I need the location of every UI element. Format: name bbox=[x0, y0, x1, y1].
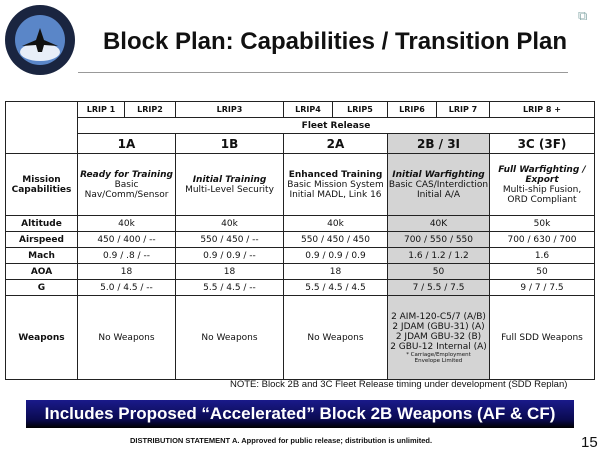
table-cell: 9 / 7 / 7.5 bbox=[489, 279, 595, 296]
row-label: Mission Capabilities bbox=[5, 153, 78, 216]
footnote: NOTE: Block 2B and 3C Fleet Release timi… bbox=[230, 379, 568, 390]
page-title: Block Plan: Capabilities / Transition Pl… bbox=[102, 28, 568, 55]
title-divider bbox=[78, 72, 568, 73]
table-cell: 550 / 450 / 450 bbox=[283, 231, 388, 248]
table-cell: 0.9 / 0.9 / 0.9 bbox=[283, 247, 388, 264]
table-cell: 0.9 / 0.9 / -- bbox=[175, 247, 284, 264]
table-cell: 1.6 bbox=[489, 247, 595, 264]
table-cell: 40k bbox=[175, 215, 284, 232]
block-header: 3C (3F) bbox=[489, 133, 595, 154]
table-cell: 40k bbox=[283, 215, 388, 232]
table-cell: 50 bbox=[387, 263, 490, 280]
lrip-header: LRIP3 bbox=[175, 101, 284, 118]
table-cell: 18 bbox=[283, 263, 388, 280]
lrip-header: LRIP 1 bbox=[77, 101, 125, 118]
lrip-header: LRIP 7 bbox=[436, 101, 490, 118]
page-number: 15 bbox=[581, 434, 598, 451]
table-cell: 5.5 / 4.5 / 4.5 bbox=[283, 279, 388, 296]
mission-cell: Initial Training Multi-Level Security bbox=[175, 153, 284, 216]
lrip-header: LRIP4 bbox=[283, 101, 333, 118]
lrip-header: LRIP5 bbox=[332, 101, 388, 118]
mission-cell: Ready for Training Basic Nav/Comm/Sensor bbox=[77, 153, 176, 216]
corner-cell bbox=[5, 101, 78, 154]
distribution-statement: DISTRIBUTION STATEMENT A. Approved for p… bbox=[130, 436, 433, 445]
table-cell: 40k bbox=[77, 215, 176, 232]
weapons-cell: No Weapons bbox=[175, 295, 284, 380]
row-label: AOA bbox=[5, 263, 78, 280]
table-row: Mach 0.9 / .8 / -- 0.9 / 0.9 / -- 0.9 / 0.9… bbox=[5, 247, 595, 264]
jsf-logo bbox=[5, 5, 75, 75]
table-cell: 700 / 630 / 700 bbox=[489, 231, 595, 248]
table-cell: 5.5 / 4.5 / -- bbox=[175, 279, 284, 296]
mission-cell: Enhanced Training Basic Mission System Ini… bbox=[283, 153, 388, 216]
lrip-header: LRIP2 bbox=[124, 101, 176, 118]
table-cell: 700 / 550 / 550 bbox=[387, 231, 490, 248]
lrip-header: LRIP6 bbox=[387, 101, 437, 118]
table-cell: 18 bbox=[175, 263, 284, 280]
table-row: G 5.0 / 4.5 / -- 5.5 / 4.5 / -- 5.5 / 4.5 /… bbox=[5, 279, 595, 296]
table-cell: 5.0 / 4.5 / -- bbox=[77, 279, 176, 296]
table-cell: 550 / 450 / -- bbox=[175, 231, 284, 248]
table-row: Altitude 40k 40k 40k 40K 50k bbox=[5, 215, 595, 232]
row-label: G bbox=[5, 279, 78, 296]
weapons-cell: No Weapons bbox=[283, 295, 388, 380]
row-label: Mach bbox=[5, 247, 78, 264]
row-label: Airspeed bbox=[5, 231, 78, 248]
table-row: Airspeed 450 / 400 / -- 550 / 450 / -- 550 … bbox=[5, 231, 595, 248]
weapons-cell: Full SDD Weapons bbox=[489, 295, 595, 380]
block-plan-table: LRIP 1 LRIP2 LRIP3 LRIP4 LRIP5 LRIP6 LRI… bbox=[5, 101, 595, 380]
table-cell: 1.6 / 1.2 / 1.2 bbox=[387, 247, 490, 264]
share-icon[interactable]: ⧉ bbox=[578, 8, 588, 23]
table-cell: 50 bbox=[489, 263, 595, 280]
banner: Includes Proposed “Accelerated” Block 2B… bbox=[26, 400, 574, 428]
block-header: 2B / 3I bbox=[387, 133, 490, 154]
table-row: AOA 18 18 18 50 50 bbox=[5, 263, 595, 280]
table-cell: 40K bbox=[387, 215, 490, 232]
row-label: Altitude bbox=[5, 215, 78, 232]
table-cell: 7 / 5.5 / 7.5 bbox=[387, 279, 490, 296]
fleet-release-header: Fleet Release bbox=[77, 117, 595, 134]
weapons-cell: No Weapons bbox=[77, 295, 176, 380]
row-label: Weapons bbox=[5, 295, 78, 380]
mission-cell: Full Warfighting / Export Multi-ship Fusi… bbox=[489, 153, 595, 216]
table-cell: 0.9 / .8 / -- bbox=[77, 247, 176, 264]
table-cell: 450 / 400 / -- bbox=[77, 231, 176, 248]
block-header: 2A bbox=[283, 133, 388, 154]
mission-cell: Initial Warfighting Basic CAS/Interdictio… bbox=[387, 153, 490, 216]
weapons-row: Weapons No Weapons No Weapons No Weapons… bbox=[5, 295, 595, 380]
mission-row: Mission Capabilities Ready for Training Ba… bbox=[5, 153, 595, 216]
lrip-header: LRIP 8 + bbox=[489, 101, 595, 118]
table-cell: 18 bbox=[77, 263, 176, 280]
table-cell: 50k bbox=[489, 215, 595, 232]
weapons-cell-2b: 2 AIM-120-C5/7 (A/B) 2 JDAM (GBU-31) (A) 2… bbox=[387, 295, 490, 380]
block-header: 1A bbox=[77, 133, 176, 154]
block-header: 1B bbox=[175, 133, 284, 154]
